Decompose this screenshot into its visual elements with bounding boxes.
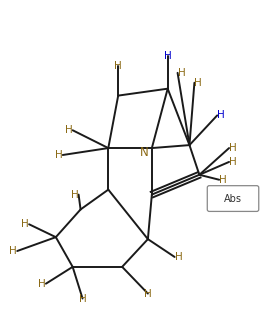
Text: N: N: [139, 146, 148, 159]
FancyBboxPatch shape: [207, 186, 259, 211]
Text: H: H: [65, 125, 73, 135]
Text: H: H: [229, 143, 237, 153]
Text: H: H: [21, 219, 29, 229]
Text: H: H: [38, 279, 46, 289]
Text: H: H: [175, 252, 182, 262]
Text: H: H: [114, 61, 122, 71]
Text: H: H: [178, 68, 185, 78]
Text: H: H: [219, 175, 227, 185]
Text: Abs: Abs: [224, 193, 242, 204]
Text: H: H: [229, 157, 237, 167]
Text: H: H: [71, 190, 79, 200]
Text: H: H: [55, 150, 63, 160]
Text: H: H: [164, 51, 172, 61]
Text: H: H: [10, 246, 17, 256]
Text: H: H: [195, 78, 202, 88]
Text: H: H: [79, 294, 86, 303]
Text: H: H: [217, 110, 225, 121]
Text: H: H: [144, 289, 152, 298]
